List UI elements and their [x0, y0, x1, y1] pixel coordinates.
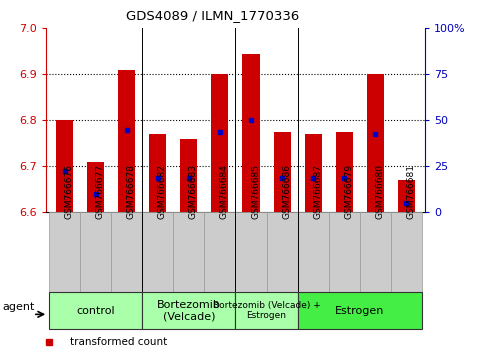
- Bar: [305, 134, 322, 212]
- Bar: [173, 212, 204, 292]
- Text: GSM766678: GSM766678: [127, 164, 136, 219]
- Bar: [273, 132, 291, 212]
- Bar: [391, 212, 422, 292]
- Bar: [149, 134, 166, 212]
- Text: Bortezomib
(Velcade): Bortezomib (Velcade): [157, 300, 221, 321]
- Text: GSM766680: GSM766680: [375, 164, 384, 219]
- Bar: [142, 292, 236, 329]
- Bar: [336, 132, 353, 212]
- Text: GSM766683: GSM766683: [189, 164, 198, 219]
- Text: GSM766687: GSM766687: [313, 164, 322, 219]
- Text: GSM766676: GSM766676: [65, 164, 73, 219]
- Bar: [180, 139, 198, 212]
- Text: Estrogen: Estrogen: [335, 306, 384, 316]
- Bar: [56, 120, 73, 212]
- Bar: [118, 70, 135, 212]
- Text: Bortezomib (Velcade) +
Estrogen: Bortezomib (Velcade) + Estrogen: [213, 301, 320, 320]
- Bar: [49, 212, 80, 292]
- Text: GSM766681: GSM766681: [406, 164, 415, 219]
- Text: GDS4089 / ILMN_1770336: GDS4089 / ILMN_1770336: [126, 9, 299, 22]
- Bar: [298, 292, 422, 329]
- Bar: [367, 74, 384, 212]
- Text: GSM766679: GSM766679: [344, 164, 353, 219]
- Text: control: control: [76, 306, 115, 316]
- Bar: [298, 212, 329, 292]
- Bar: [242, 53, 259, 212]
- Bar: [212, 74, 228, 212]
- Bar: [236, 292, 298, 329]
- Bar: [204, 212, 236, 292]
- Text: GSM766684: GSM766684: [220, 164, 229, 219]
- Text: GSM766682: GSM766682: [158, 164, 167, 219]
- Text: GSM766685: GSM766685: [251, 164, 260, 219]
- Bar: [49, 292, 142, 329]
- Bar: [360, 212, 391, 292]
- Bar: [329, 212, 360, 292]
- Bar: [398, 180, 415, 212]
- Bar: [236, 212, 267, 292]
- Text: transformed count: transformed count: [70, 337, 167, 347]
- Text: GSM766677: GSM766677: [96, 164, 105, 219]
- Bar: [142, 212, 173, 292]
- Text: GSM766686: GSM766686: [282, 164, 291, 219]
- Bar: [111, 212, 142, 292]
- Text: agent: agent: [2, 302, 35, 312]
- Bar: [267, 212, 298, 292]
- Bar: [87, 162, 104, 212]
- Bar: [80, 212, 111, 292]
